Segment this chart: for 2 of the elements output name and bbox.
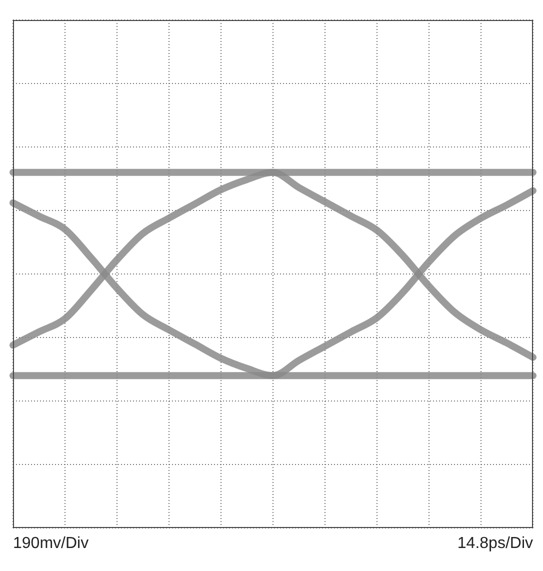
text: 14.8ps/Div [457, 535, 533, 553]
text: 190mv/Div [13, 535, 89, 553]
